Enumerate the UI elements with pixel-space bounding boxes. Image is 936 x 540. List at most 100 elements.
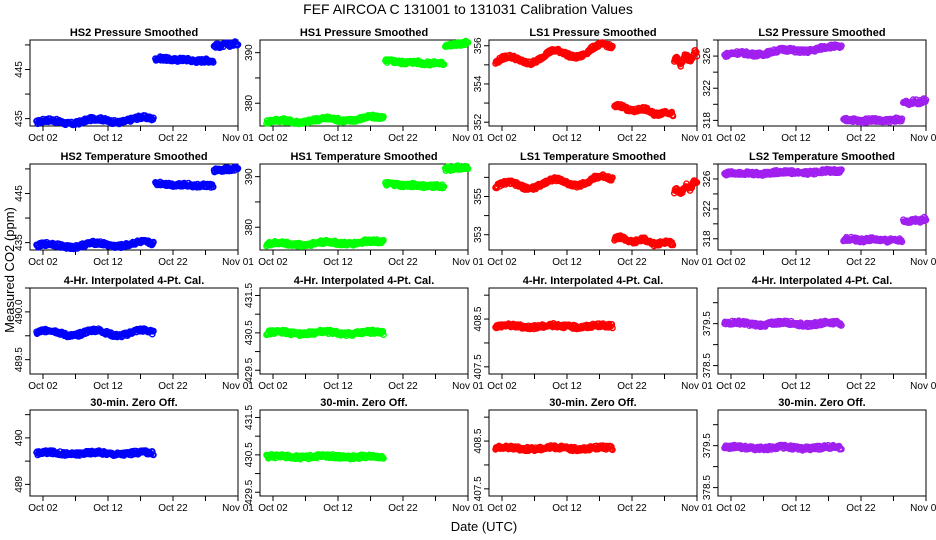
- x-tick-label: Oct 12: [781, 257, 811, 268]
- data-point: [898, 115, 906, 122]
- panel-title: 30-min. Zero Off.: [320, 397, 407, 409]
- x-tick-label: Nov 01: [452, 503, 484, 514]
- plot-frame: [29, 163, 239, 251]
- y-tick-label: 490: [14, 429, 25, 446]
- data-point: [380, 455, 387, 462]
- x-tick-label: Oct 02: [258, 381, 288, 392]
- x-tick-label: Oct 02: [258, 133, 288, 144]
- plot-frame: [29, 39, 239, 127]
- data-point: [440, 61, 448, 68]
- y-tick-label: 407.5: [473, 354, 484, 379]
- data-point: [838, 322, 845, 329]
- data-point: [234, 41, 242, 48]
- panel: 30-min. Zero Off. Oct 02 Oct 12 Oct 22 Nov 0…: [702, 397, 936, 514]
- panel-title: LS2 Pressure Smoothed: [758, 27, 885, 39]
- data-point: [609, 42, 616, 50]
- y-tick-label: 431.5: [244, 405, 255, 430]
- y-tick-label: 408.5: [473, 306, 484, 331]
- data-point: [379, 327, 387, 335]
- panel: LS1 Pressure Smoothed Oct 02 Oct 12 Oct 22 N…: [473, 27, 713, 144]
- x-tick-label: Oct 02: [487, 503, 517, 514]
- panel: HS2 Pressure Smoothed Oct 02 Oct 12 Oct 22 N…: [14, 27, 254, 144]
- panel-grid: HS2 Pressure Smoothed Oct 02 Oct 12 Oct 22 N…: [14, 27, 936, 514]
- x-tick-label: Nov 01: [681, 503, 713, 514]
- x-tick-label: Oct 22: [617, 133, 647, 144]
- y-tick-label: 435: [14, 110, 25, 127]
- data-point: [922, 216, 930, 224]
- y-tick-label: 352: [473, 113, 484, 130]
- x-tick-label: Oct 12: [781, 503, 811, 514]
- x-tick-label: Oct 22: [388, 503, 418, 514]
- y-tick-label: 489.5: [14, 347, 25, 372]
- x-tick-label: Oct 22: [158, 257, 188, 268]
- plot-frame: [717, 39, 927, 127]
- y-tick-label: 429.5: [244, 357, 255, 382]
- data-point: [150, 327, 157, 335]
- y-tick-label: 355: [473, 188, 484, 205]
- plot-frame: [29, 287, 239, 375]
- figure-x-axis-label: Date (UTC): [451, 519, 517, 534]
- data-point: [693, 48, 700, 56]
- figure-y-axis-label: Measured CO2 (ppm): [2, 207, 17, 333]
- y-tick-label: 429.5: [244, 479, 255, 504]
- data-point: [148, 330, 156, 338]
- x-tick-label: Oct 02: [487, 133, 517, 144]
- data-point: [693, 179, 701, 186]
- y-tick-label: 353: [473, 226, 484, 243]
- x-tick-label: Nov 01: [452, 257, 484, 268]
- x-tick-label: Oct 22: [158, 133, 188, 144]
- data-point: [209, 183, 217, 191]
- data-point: [838, 42, 845, 50]
- y-tick-label: 379.5: [702, 311, 713, 336]
- y-tick-label: 356: [473, 37, 484, 54]
- x-tick-label: Oct 02: [716, 133, 746, 144]
- x-tick-label: Nov 01: [222, 257, 254, 268]
- data-point: [150, 451, 157, 459]
- x-tick-label: Oct 22: [617, 257, 647, 268]
- y-tick-label: 380: [244, 94, 255, 111]
- data-point: [922, 96, 930, 104]
- panel-title: 30-min. Zero Off.: [549, 397, 636, 409]
- x-tick-label: Oct 02: [716, 257, 746, 268]
- x-tick-label: Nov 01: [910, 133, 936, 144]
- x-tick-label: Oct 12: [323, 503, 353, 514]
- x-tick-label: Nov 01: [681, 257, 713, 268]
- x-tick-label: Oct 02: [258, 257, 288, 268]
- plot-frame: [488, 287, 698, 375]
- data-point: [609, 174, 616, 181]
- panel-title: 4-Hr. Interpolated 4-Pt. Cal.: [64, 275, 205, 287]
- x-tick-label: Oct 22: [617, 381, 647, 392]
- x-tick-label: Oct 22: [158, 503, 188, 514]
- panel-title: HS2 Temperature Smoothed: [60, 151, 207, 163]
- y-tick-label: 408.5: [473, 428, 484, 453]
- x-tick-label: Oct 22: [388, 133, 418, 144]
- x-tick-label: Oct 22: [846, 381, 876, 392]
- x-tick-label: Oct 02: [28, 503, 58, 514]
- x-tick-label: Oct 22: [846, 503, 876, 514]
- x-tick-label: Nov 01: [681, 133, 713, 144]
- y-tick-label: 445: [14, 61, 25, 78]
- x-tick-label: Oct 12: [323, 257, 353, 268]
- data-point: [150, 238, 157, 246]
- x-tick-label: Oct 12: [552, 133, 582, 144]
- panel-title: LS1 Pressure Smoothed: [529, 27, 656, 39]
- y-tick-label: 390: [244, 44, 255, 61]
- plot-frame: [259, 409, 469, 497]
- y-tick-label: 489: [14, 476, 25, 493]
- y-tick-label: 318: [702, 230, 713, 247]
- panel-title: 4-Hr. Interpolated 4-Pt. Cal.: [294, 275, 435, 287]
- y-tick-label: 354: [473, 75, 484, 92]
- y-tick-label: 430.5: [244, 320, 255, 345]
- data-point: [148, 448, 156, 455]
- panel: HS1 Temperature Smoothed Oct 02 Oct 12 Oct …: [244, 151, 484, 268]
- y-tick-label: 435: [14, 234, 25, 251]
- data-point: [669, 241, 677, 249]
- y-tick-label: 378.5: [702, 475, 713, 500]
- y-tick-label: 378.5: [702, 353, 713, 378]
- y-tick-label: 318: [702, 112, 713, 129]
- data-point: [380, 331, 387, 339]
- figure-title: FEF AIRCOA C 131001 to 131031 Calibratio…: [303, 1, 633, 17]
- panel-title: HS2 Pressure Smoothed: [70, 27, 198, 39]
- data-point: [380, 236, 387, 244]
